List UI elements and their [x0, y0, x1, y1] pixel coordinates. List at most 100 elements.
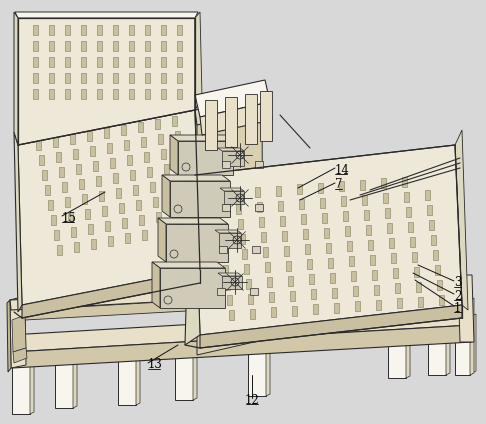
Polygon shape: [30, 363, 34, 414]
Polygon shape: [97, 41, 102, 51]
Polygon shape: [388, 320, 406, 378]
Polygon shape: [436, 280, 441, 290]
Polygon shape: [49, 57, 53, 67]
Polygon shape: [200, 102, 272, 135]
Polygon shape: [224, 191, 244, 204]
Polygon shape: [81, 41, 86, 51]
Polygon shape: [176, 57, 181, 67]
Polygon shape: [195, 145, 462, 335]
Polygon shape: [119, 203, 123, 213]
Polygon shape: [172, 116, 176, 126]
Polygon shape: [170, 194, 174, 204]
Polygon shape: [222, 161, 230, 168]
Polygon shape: [97, 89, 102, 99]
Polygon shape: [121, 125, 125, 135]
Polygon shape: [245, 94, 257, 144]
Polygon shape: [14, 132, 22, 312]
Polygon shape: [162, 175, 170, 217]
Polygon shape: [33, 57, 37, 67]
Polygon shape: [81, 25, 86, 35]
Polygon shape: [178, 141, 233, 175]
Polygon shape: [49, 41, 53, 51]
Polygon shape: [247, 293, 253, 304]
Polygon shape: [144, 57, 150, 67]
Polygon shape: [433, 250, 437, 260]
Polygon shape: [278, 201, 282, 210]
Polygon shape: [176, 73, 181, 83]
Text: 2: 2: [454, 290, 461, 302]
Polygon shape: [223, 265, 227, 275]
Polygon shape: [49, 25, 53, 35]
Polygon shape: [153, 197, 157, 207]
Polygon shape: [428, 318, 446, 375]
Polygon shape: [141, 230, 146, 240]
Polygon shape: [55, 152, 60, 162]
Polygon shape: [128, 89, 134, 99]
Polygon shape: [220, 188, 244, 191]
Polygon shape: [136, 348, 140, 405]
Polygon shape: [65, 197, 69, 207]
Polygon shape: [133, 185, 138, 195]
Polygon shape: [341, 196, 346, 206]
Polygon shape: [417, 296, 422, 307]
Polygon shape: [328, 257, 332, 268]
Polygon shape: [195, 12, 202, 110]
Polygon shape: [33, 41, 37, 51]
Polygon shape: [90, 239, 96, 249]
Polygon shape: [271, 307, 276, 317]
Polygon shape: [163, 164, 169, 174]
Polygon shape: [319, 198, 325, 207]
Polygon shape: [33, 89, 37, 99]
Polygon shape: [41, 170, 47, 180]
Polygon shape: [276, 186, 280, 195]
Polygon shape: [175, 345, 193, 400]
Polygon shape: [225, 280, 229, 290]
Polygon shape: [12, 325, 472, 368]
Polygon shape: [193, 343, 197, 400]
Polygon shape: [144, 89, 150, 99]
Polygon shape: [195, 80, 270, 117]
Polygon shape: [152, 262, 225, 268]
Polygon shape: [333, 302, 339, 312]
Polygon shape: [158, 218, 228, 224]
Polygon shape: [350, 271, 355, 281]
Polygon shape: [106, 143, 111, 153]
Polygon shape: [307, 259, 312, 269]
Polygon shape: [364, 209, 368, 220]
Polygon shape: [81, 89, 86, 99]
Polygon shape: [72, 149, 77, 159]
Polygon shape: [324, 228, 329, 237]
Polygon shape: [262, 247, 267, 257]
Polygon shape: [390, 253, 396, 263]
Polygon shape: [65, 57, 69, 67]
Polygon shape: [12, 315, 26, 352]
Polygon shape: [371, 270, 377, 279]
Polygon shape: [112, 57, 118, 67]
Polygon shape: [250, 288, 258, 295]
Polygon shape: [116, 188, 121, 198]
Polygon shape: [167, 179, 172, 189]
Polygon shape: [65, 25, 69, 35]
Polygon shape: [140, 137, 145, 147]
Polygon shape: [56, 245, 62, 255]
Polygon shape: [143, 152, 149, 162]
Polygon shape: [281, 231, 287, 240]
Polygon shape: [285, 260, 291, 271]
Polygon shape: [374, 285, 379, 295]
Polygon shape: [403, 192, 409, 201]
Polygon shape: [296, 184, 301, 194]
Polygon shape: [10, 296, 26, 368]
Polygon shape: [405, 206, 411, 217]
Polygon shape: [7, 300, 11, 372]
Polygon shape: [51, 215, 55, 225]
Polygon shape: [175, 224, 180, 234]
Text: 13: 13: [148, 359, 163, 371]
Polygon shape: [75, 164, 81, 174]
Polygon shape: [326, 243, 330, 253]
Polygon shape: [65, 73, 69, 83]
Polygon shape: [438, 295, 444, 305]
Polygon shape: [205, 100, 217, 150]
Polygon shape: [112, 41, 118, 51]
Polygon shape: [13, 348, 27, 363]
Polygon shape: [401, 176, 406, 187]
